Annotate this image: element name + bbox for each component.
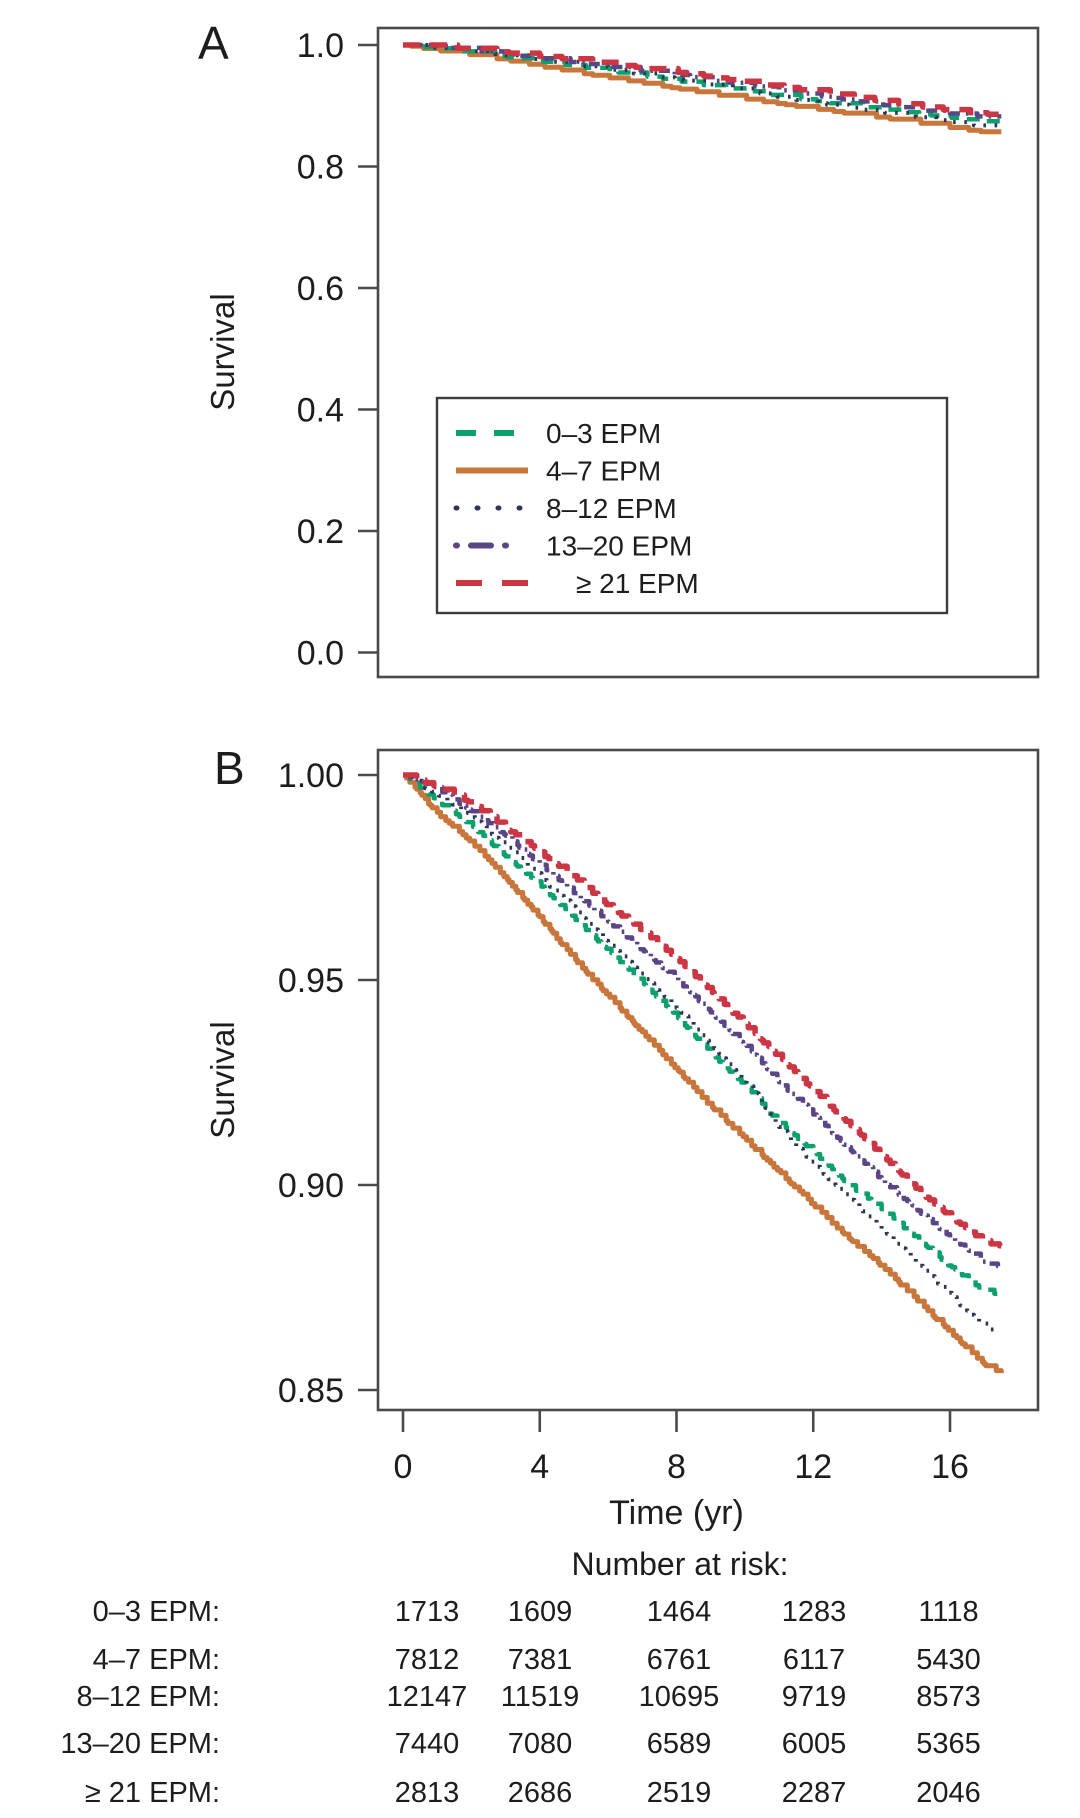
panel-a-ytick-label: 0.6 <box>297 270 344 308</box>
panel-a-ytick-label: 0.2 <box>297 513 344 551</box>
panel-b-ytick-label: 1.00 <box>278 757 344 795</box>
panel-a-ytick-label: 0.4 <box>297 392 344 430</box>
km-curve-0-3-epm-epm <box>403 772 1002 1296</box>
risk-value: 9719 <box>782 1681 847 1713</box>
risk-value: 5365 <box>916 1728 981 1760</box>
risk-table-values: 1713 1609 1464 1283 1118 7812 7381 6761 6117 5430… <box>387 1596 981 1809</box>
risk-value: 7080 <box>508 1728 573 1760</box>
panel-a: A 1.0 0.8 0.6 0.4 0.2 0.0 Survival 0–3 E… <box>198 17 1040 679</box>
risk-row-label-8-12-epm: 8–12 EPM: <box>77 1681 220 1713</box>
risk-value: 7440 <box>395 1728 460 1760</box>
legend-label-4-7-epm: 4–7 EPM <box>546 456 661 487</box>
panel-b-xtick-label: 16 <box>931 1448 969 1486</box>
risk-value: 6589 <box>647 1728 712 1760</box>
risk-value: 10695 <box>639 1681 720 1713</box>
legend-label-8-12-epm: 8–12 EPM <box>546 493 677 524</box>
panel-a-ytick-label: 0.0 <box>297 635 344 673</box>
legend-label-ge-21-epm: ≥ 21 EPM <box>576 568 699 599</box>
risk-value: 1713 <box>395 1596 460 1628</box>
risk-row-label-0-3-epm: 0–3 EPM: <box>93 1596 220 1628</box>
panel-b-label: B <box>214 742 245 794</box>
panel-b-xtick-label: 4 <box>530 1448 549 1486</box>
risk-row-label-4-7-epm: 4–7 EPM: <box>93 1644 220 1676</box>
risk-value: 6117 <box>783 1644 845 1676</box>
panel-a-ytick-label: 0.8 <box>297 149 344 187</box>
panel-a-y-axis-title: Survival <box>204 293 241 410</box>
panel-b-curves <box>403 772 1004 1374</box>
panel-b-ytick-label: 0.85 <box>278 1372 344 1410</box>
risk-value: 8573 <box>916 1681 981 1713</box>
panel-b-xtick-label: 0 <box>394 1448 413 1486</box>
panel-b-ytick-label: 0.95 <box>278 962 344 1000</box>
km-curve-4-7-epm-epm <box>403 42 1002 135</box>
panel-b-xtick-label: 12 <box>794 1448 832 1486</box>
risk-value: 1464 <box>647 1596 712 1628</box>
panel-b-x-axis-title: Time (yr) <box>609 1494 744 1532</box>
panel-b-plot-frame <box>376 748 1040 1412</box>
legend: 0–3 EPM 4–7 EPM 8–12 EPM 13–20 EPM ≥ 21 … <box>435 396 949 615</box>
risk-value: 2046 <box>916 1777 981 1809</box>
legend-label-0-3-epm: 0–3 EPM <box>546 418 661 449</box>
km-curve-4-7-epm-epm <box>403 772 1004 1374</box>
panel-b-y-axis-title: Survival <box>204 1021 241 1138</box>
panel-a-label: A <box>198 17 229 69</box>
risk-value: 12147 <box>387 1681 468 1713</box>
risk-value: 7812 <box>395 1644 460 1676</box>
km-curve-8-12-epm-epm <box>403 43 1002 128</box>
number-at-risk-table: Number at risk: 0–3 EPM: 4–7 EPM: 8–12 E… <box>60 1546 980 1809</box>
panel-b-ytick-label: 0.90 <box>278 1167 344 1205</box>
risk-table-title: Number at risk: <box>572 1546 789 1582</box>
risk-value: 11519 <box>501 1681 580 1713</box>
risk-value: 2519 <box>647 1777 712 1809</box>
panel-a-plot-frame <box>376 26 1040 679</box>
km-curve-13-20-epm-epm <box>403 772 1002 1269</box>
risk-value: 2813 <box>395 1777 460 1809</box>
risk-value: 5430 <box>916 1644 981 1676</box>
km-curve-21-epm-epm <box>403 772 1003 1249</box>
risk-row-label-ge-21-epm: ≥ 21 EPM: <box>85 1777 220 1809</box>
risk-value: 1283 <box>782 1596 847 1628</box>
panel-b-xtick-label: 8 <box>667 1448 686 1486</box>
legend-box <box>435 396 949 615</box>
risk-value: 1118 <box>918 1596 978 1628</box>
risk-value: 2287 <box>782 1777 847 1809</box>
panel-a-ytick-label: 1.0 <box>297 27 344 65</box>
panel-b: B 1.00 0.95 0.90 0.85 Survival 0 4 8 12 … <box>204 742 1040 1532</box>
risk-value: 6005 <box>782 1728 847 1760</box>
panel-a-curves <box>403 42 1002 135</box>
risk-value: 1609 <box>508 1596 573 1628</box>
risk-value: 6761 <box>647 1644 712 1676</box>
legend-label-13-20-epm: 13–20 EPM <box>546 531 692 562</box>
risk-row-label-13-20-epm: 13–20 EPM: <box>60 1728 220 1760</box>
km-curve-21-epm-epm <box>403 42 1002 118</box>
risk-value: 2686 <box>508 1777 573 1809</box>
risk-value: 7381 <box>508 1644 573 1676</box>
